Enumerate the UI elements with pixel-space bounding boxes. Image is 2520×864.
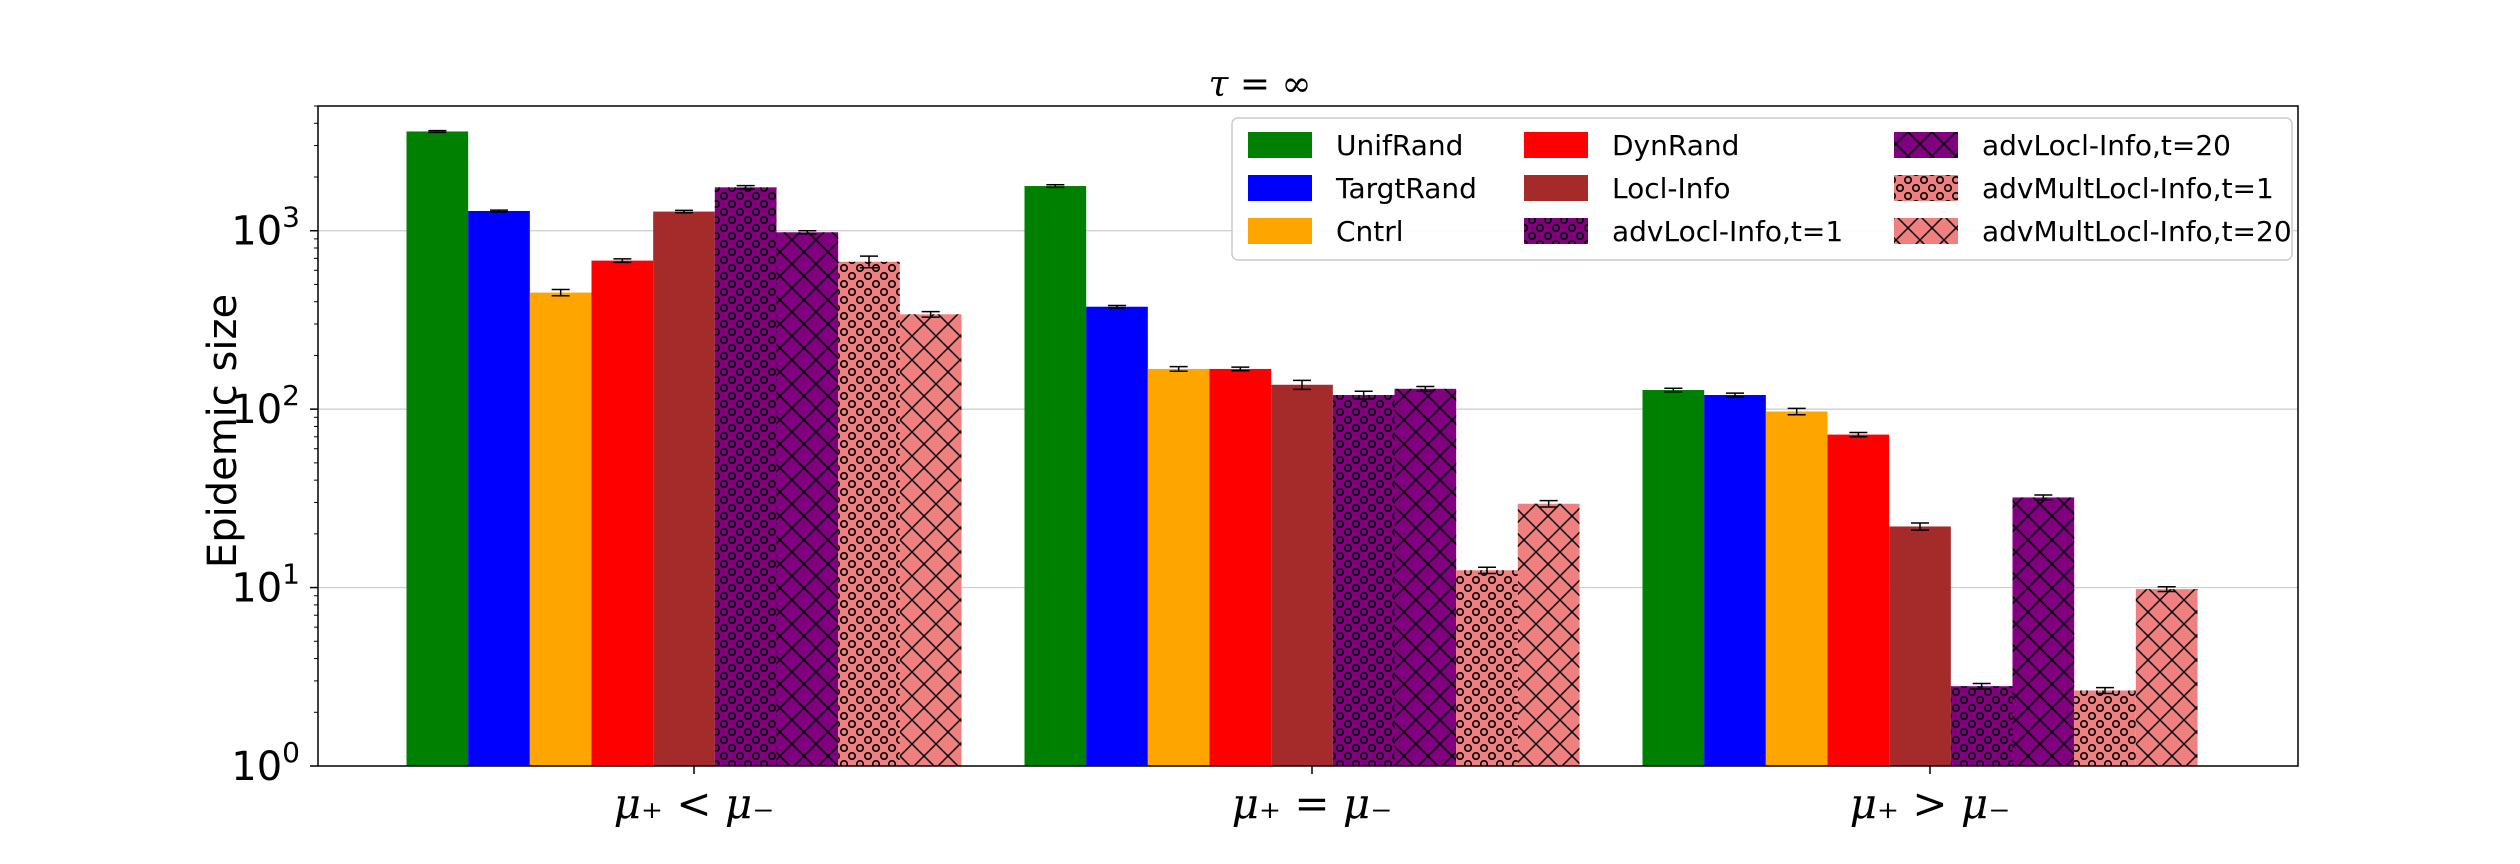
bars — [406, 129, 2198, 767]
legend-swatch — [1248, 218, 1312, 244]
x-tick-label: μ₊ > μ₋ — [1850, 779, 2011, 828]
legend-label: advMultLocl-Info,t=20 — [1982, 215, 2292, 248]
legend-swatch — [1524, 132, 1588, 158]
y-tick-label: 102 — [231, 379, 300, 433]
bar — [1209, 368, 1272, 766]
bar-hatch — [1456, 570, 1518, 766]
y-tick-label: 101 — [231, 558, 300, 612]
legend-label: advMultLocl-Info,t=1 — [1982, 172, 2274, 205]
bar — [1147, 368, 1210, 766]
y-tick-label: 100 — [231, 736, 300, 790]
bar-hatch — [776, 232, 839, 766]
bar — [1827, 434, 1890, 766]
bar — [406, 131, 469, 767]
x-tick-label: μ₊ = μ₋ — [1232, 779, 1393, 828]
bar — [1271, 384, 1333, 766]
bar — [1765, 411, 1828, 766]
bar-hatch — [1332, 395, 1395, 766]
bar — [468, 210, 530, 767]
legend-label: DynRand — [1612, 129, 1739, 162]
bar-hatch — [2074, 690, 2136, 766]
legend-swatch-hatch — [1894, 132, 1958, 158]
plot-frame — [317, 105, 2299, 767]
bar — [1704, 395, 1766, 766]
bar — [1086, 306, 1148, 766]
bar — [653, 211, 715, 766]
legend-swatch-hatch — [1894, 175, 1958, 201]
legend-swatch-hatch — [1894, 218, 1958, 244]
legend-label: TargtRand — [1335, 172, 1477, 205]
bar-hatch — [1950, 686, 2013, 766]
bar — [591, 260, 654, 766]
y-tick-label: 103 — [231, 201, 300, 255]
legend-swatch — [1248, 132, 1312, 158]
bar-hatch — [1517, 503, 1580, 766]
bar — [1642, 390, 1705, 766]
bar-hatch — [2135, 589, 2198, 766]
bar — [1889, 526, 1951, 766]
bar — [529, 292, 592, 766]
legend-label: UnifRand — [1336, 129, 1463, 162]
legend-label: advLocl-Info,t=1 — [1612, 215, 1843, 248]
bar — [1024, 186, 1087, 766]
bar-hatch — [2012, 497, 2075, 766]
bar-hatch — [899, 314, 962, 766]
y-axis-label: Epidemic size — [200, 294, 246, 568]
legend-label: Cntrl — [1336, 215, 1404, 248]
legend-box — [1231, 117, 2293, 261]
legend-swatch-hatch — [1524, 218, 1588, 244]
legend-label: Locl-Info — [1612, 172, 1731, 205]
bar-hatch — [838, 261, 900, 766]
bar-hatch — [1394, 388, 1457, 766]
chart-title: τ = ∞ — [1209, 64, 1312, 105]
x-tick-label: μ₊ < μ₋ — [614, 779, 775, 828]
legend-swatch — [1248, 175, 1312, 201]
legend-label: advLocl-Info,t=20 — [1982, 129, 2231, 162]
bar-hatch — [714, 187, 777, 766]
legend-swatch — [1524, 175, 1588, 201]
legend: UnifRand TargtRand Cntrl DynRand Locl-Info ad… — [1231, 117, 2293, 261]
